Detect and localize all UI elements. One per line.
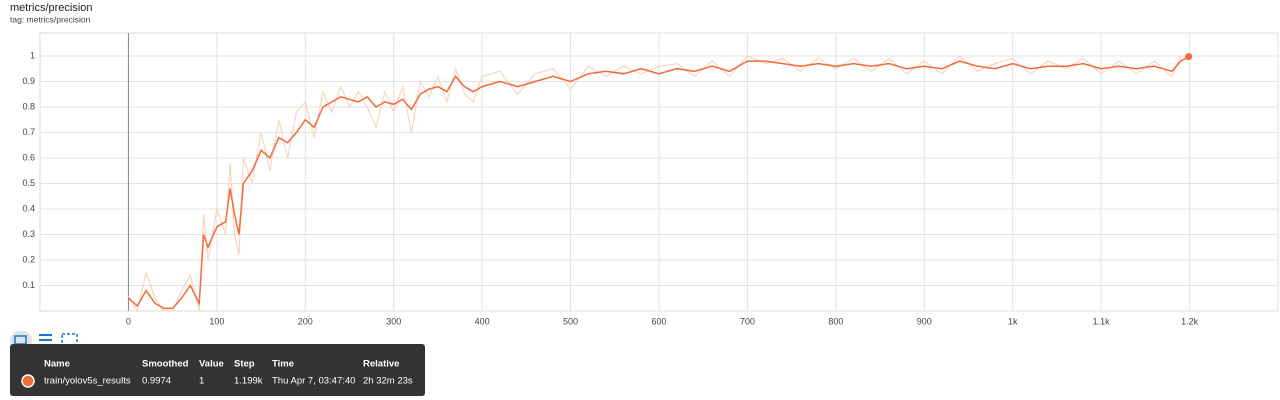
y-tick-label: 0.1 <box>22 280 35 290</box>
y-tick-label: 0.8 <box>22 101 35 111</box>
y-tick-label: 0.6 <box>22 152 35 162</box>
series-line <box>127 55 1189 313</box>
x-tick-label: 200 <box>298 316 313 326</box>
series-line <box>127 55 1190 310</box>
y-tick-label: 0.2 <box>22 254 35 264</box>
y-tick-label: 0.7 <box>22 127 35 137</box>
chart-title: metrics/precision <box>10 2 93 14</box>
x-tick-label: 500 <box>563 316 578 326</box>
tooltip-header: Value <box>199 359 224 370</box>
legend-toggle[interactable] <box>39 334 52 346</box>
x-tick-label: 100 <box>209 316 224 326</box>
tooltip-cell: 2h 32m 23s <box>363 376 413 387</box>
y-tick-label: 0.5 <box>22 178 35 188</box>
x-tick-label: 1k <box>1008 316 1018 326</box>
tooltip-name: train/yolov5s_results <box>44 376 131 387</box>
tooltip-header: Time <box>272 359 294 370</box>
hover-point <box>1185 53 1193 61</box>
x-tick-label: 0 <box>126 316 131 326</box>
tooltip-box <box>10 344 425 396</box>
tooltip-header: Smoothed <box>142 359 189 370</box>
tooltip-cell: 1 <box>199 376 204 387</box>
tooltip-swatch <box>21 374 35 388</box>
tooltip: Name Smoothed Value Step Time Relative train/y… <box>10 344 425 396</box>
x-tick-label: 400 <box>475 316 490 326</box>
x-tick-label: 800 <box>828 316 843 326</box>
tooltip-cell: 0.9974 <box>142 376 171 387</box>
x-tick-label: 900 <box>917 316 932 326</box>
tooltip-cell: 1.199k <box>234 376 263 387</box>
y-tick-label: 1 <box>30 50 35 60</box>
y-tick-label: 0.4 <box>22 203 35 213</box>
chart-subtitle: tag: metrics/precision <box>10 14 91 24</box>
y-tick-label: 0.9 <box>22 76 35 86</box>
tooltip-header: Relative <box>363 359 399 370</box>
plot-area: 0.1 0.2 0.3 0.4 0.5 0.6 0.7 0.8 0.9 1 0 100 200 300 40… <box>22 32 1279 326</box>
fit-domain-button[interactable] <box>61 333 78 347</box>
tooltip-header: Step <box>234 359 255 370</box>
y-tick-label: 0.3 <box>22 229 35 239</box>
x-tick-label: 1.2k <box>1181 316 1199 326</box>
x-tick-label: 700 <box>740 316 755 326</box>
x-tick-label: 300 <box>386 316 401 326</box>
x-tick-label: 600 <box>651 316 666 326</box>
tooltip-header: Name <box>44 359 70 370</box>
tooltip-cell: Thu Apr 7, 03:47:40 <box>272 376 355 387</box>
x-tick-label: 1.1k <box>1093 316 1111 326</box>
